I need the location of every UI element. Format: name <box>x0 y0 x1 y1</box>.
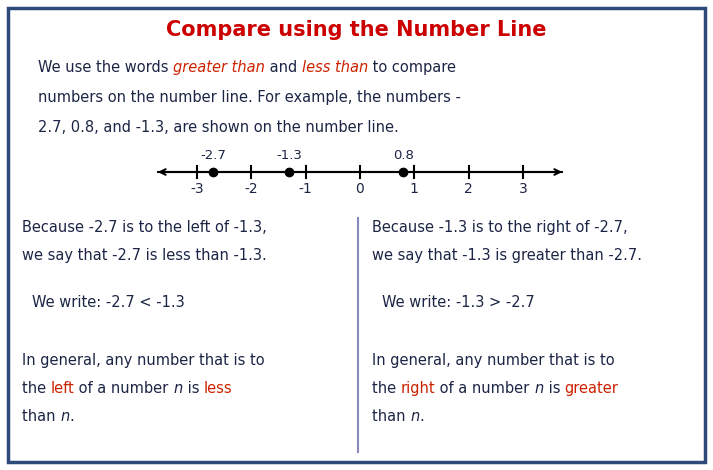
Text: -2: -2 <box>245 182 258 196</box>
Text: greater: greater <box>565 381 618 396</box>
Text: 0.8: 0.8 <box>393 149 414 162</box>
Text: right: right <box>401 381 436 396</box>
Text: of a number: of a number <box>74 381 173 396</box>
Text: we say that -2.7 is less than -1.3.: we say that -2.7 is less than -1.3. <box>22 248 267 263</box>
Text: n: n <box>173 381 183 396</box>
Text: of a number: of a number <box>436 381 534 396</box>
Text: 1: 1 <box>410 182 419 196</box>
Text: the: the <box>372 381 401 396</box>
Text: Compare using the Number Line: Compare using the Number Line <box>165 20 546 40</box>
Text: to compare: to compare <box>368 60 456 75</box>
Text: than: than <box>372 409 410 424</box>
Text: than: than <box>22 409 60 424</box>
FancyBboxPatch shape <box>8 8 705 462</box>
Text: numbers on the number line. For example, the numbers -: numbers on the number line. For example,… <box>38 90 461 105</box>
Text: 2.7, 0.8, and -1.3, are shown on the number line.: 2.7, 0.8, and -1.3, are shown on the num… <box>38 120 399 135</box>
Text: We use the words: We use the words <box>38 60 173 75</box>
Text: left: left <box>51 381 74 396</box>
Text: .: . <box>419 409 424 424</box>
Text: we say that -1.3 is greater than -2.7.: we say that -1.3 is greater than -2.7. <box>372 248 642 263</box>
Text: is: is <box>543 381 565 396</box>
Text: 3: 3 <box>518 182 527 196</box>
Text: less: less <box>204 381 232 396</box>
Text: -1.3: -1.3 <box>277 149 302 162</box>
Text: We write: -1.3 > -2.7: We write: -1.3 > -2.7 <box>382 295 535 310</box>
Text: n: n <box>410 409 419 424</box>
Text: less than: less than <box>302 60 368 75</box>
Text: and: and <box>265 60 302 75</box>
Text: 0: 0 <box>356 182 364 196</box>
Text: Because -1.3 is to the right of -2.7,: Because -1.3 is to the right of -2.7, <box>372 220 627 235</box>
Text: In general, any number that is to: In general, any number that is to <box>22 353 265 368</box>
Text: -3: -3 <box>190 182 204 196</box>
Text: In general, any number that is to: In general, any number that is to <box>372 353 615 368</box>
Text: 2: 2 <box>464 182 473 196</box>
Text: greater than: greater than <box>173 60 265 75</box>
Text: Because -2.7 is to the left of -1.3,: Because -2.7 is to the left of -1.3, <box>22 220 267 235</box>
Text: is: is <box>183 381 204 396</box>
Text: the: the <box>22 381 51 396</box>
Text: -2.7: -2.7 <box>200 149 226 162</box>
Text: .: . <box>69 409 74 424</box>
Text: n: n <box>534 381 543 396</box>
Text: n: n <box>60 409 69 424</box>
Text: -1: -1 <box>299 182 312 196</box>
Text: We write: -2.7 < -1.3: We write: -2.7 < -1.3 <box>32 295 185 310</box>
